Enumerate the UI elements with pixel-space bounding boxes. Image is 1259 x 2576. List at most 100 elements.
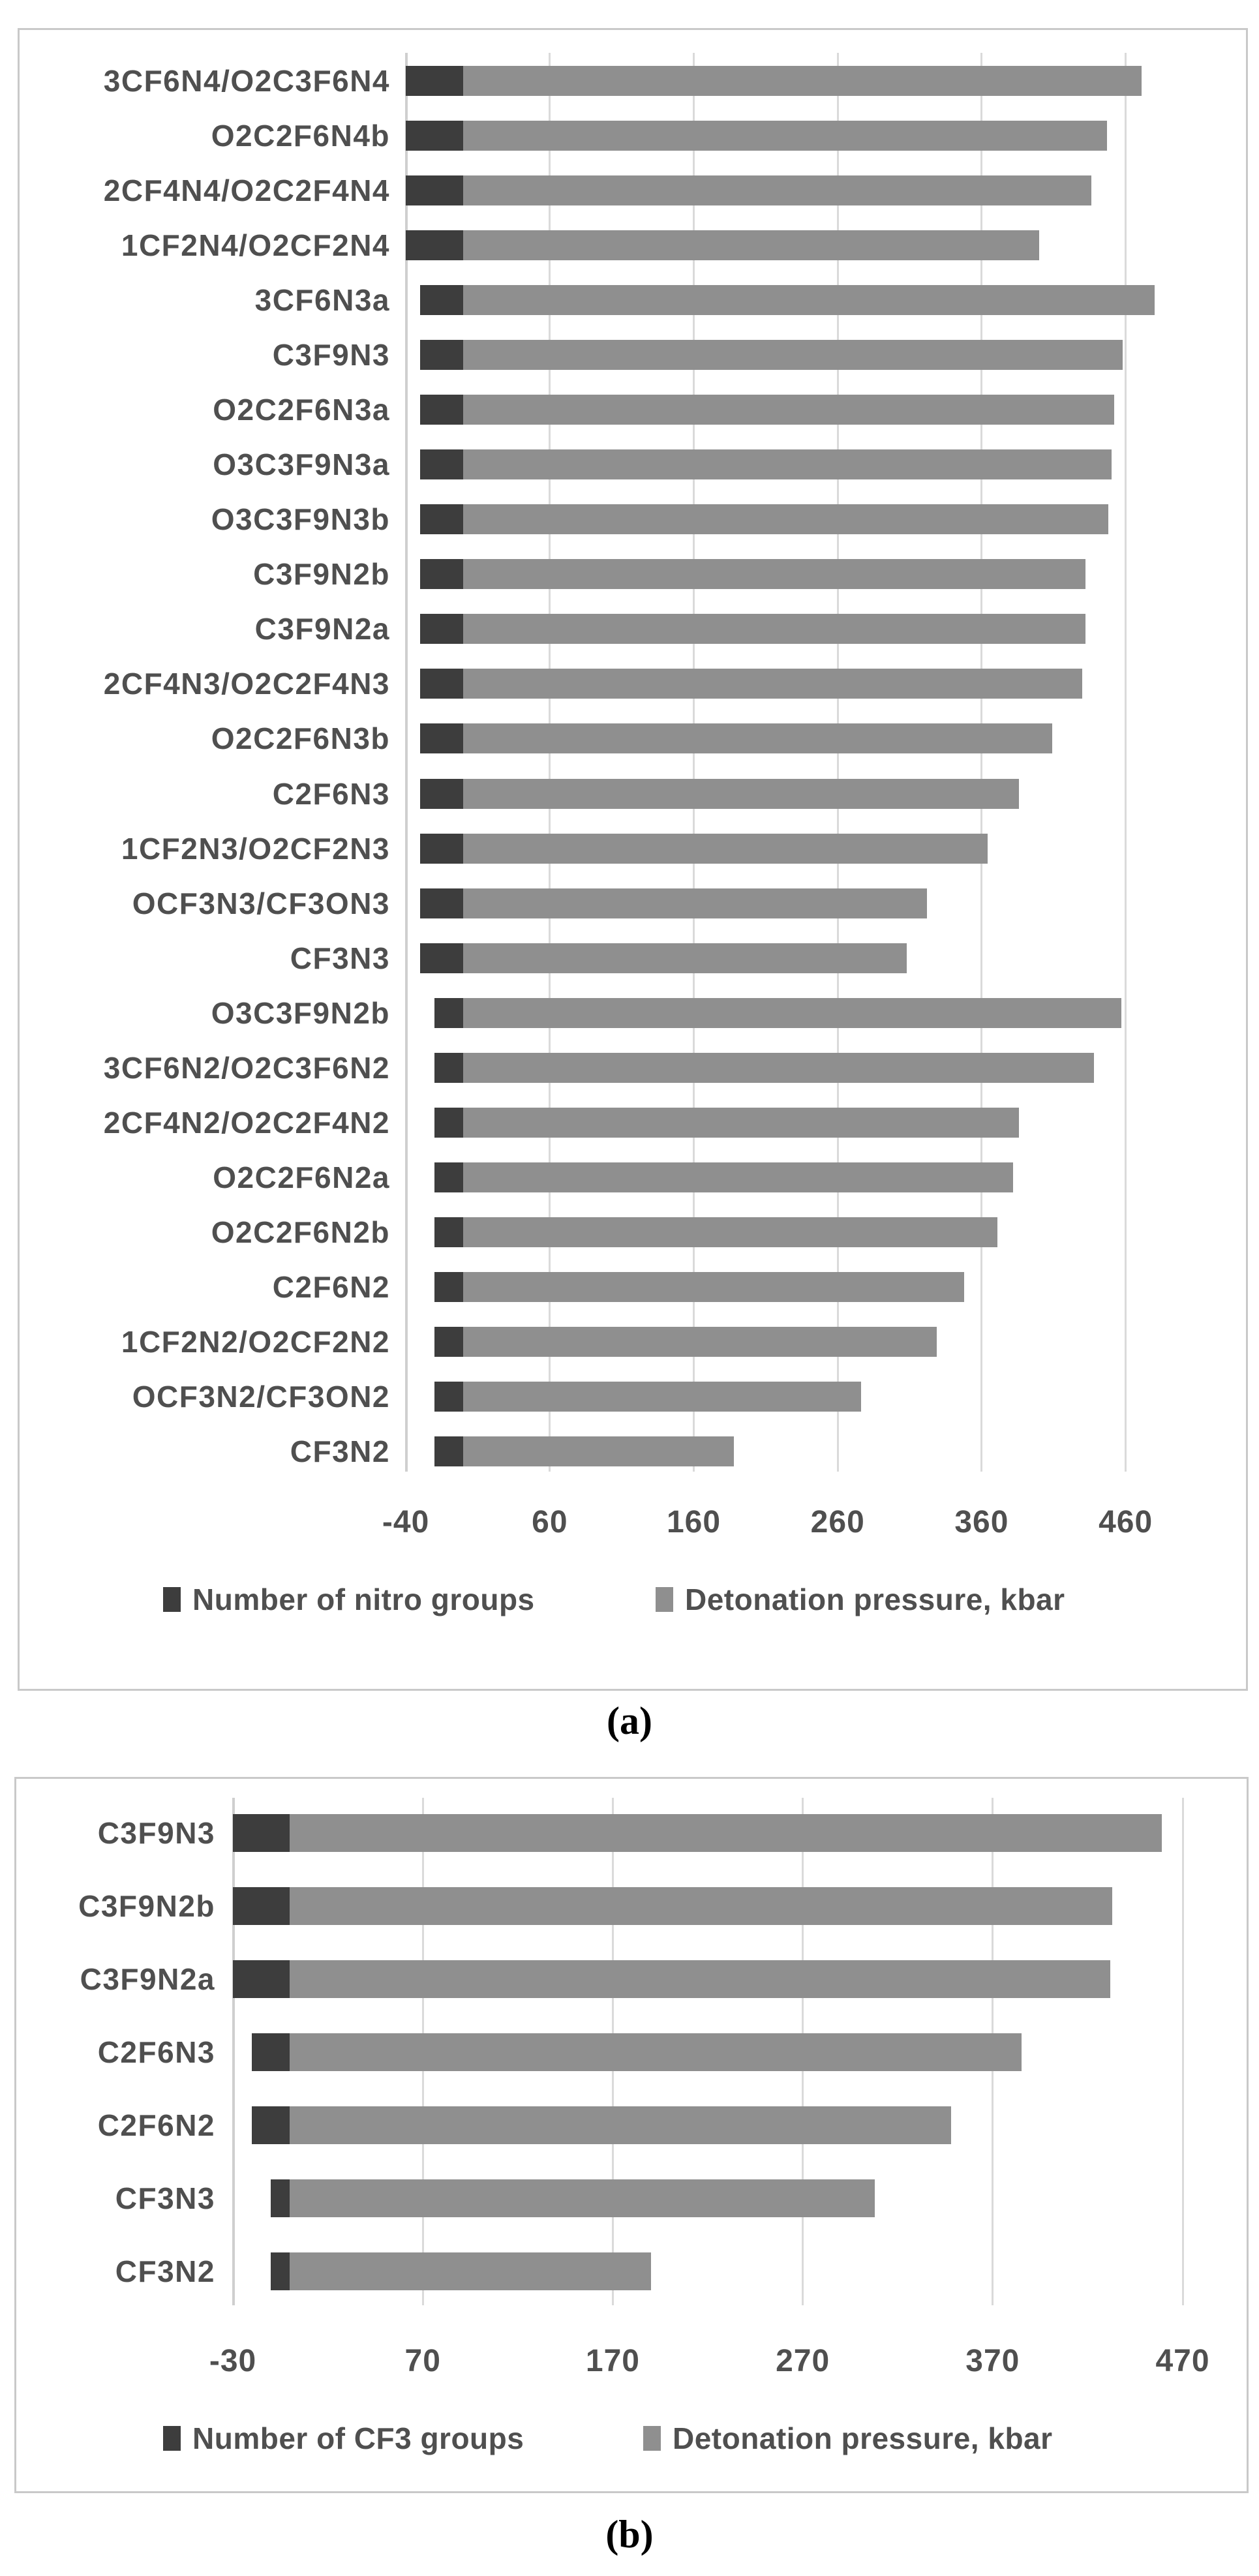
x-gridline (693, 53, 695, 1472)
bar-segment-group-count (233, 1960, 290, 1998)
x-tick-label: -30 (209, 2344, 257, 2378)
bar-segment-group-count (271, 2179, 290, 2217)
legend-label-pressure: Detonation pressure, kbar (685, 1583, 1065, 1616)
x-tick-label: 70 (404, 2344, 441, 2378)
category-label: C2F6N2 (272, 1269, 390, 1304)
category-label: C3F9N3 (272, 338, 390, 372)
x-tick-label: 160 (666, 1505, 721, 1539)
bar-segment-pressure (463, 778, 1020, 809)
bar-segment-group-count (233, 1814, 290, 1852)
category-label: O3C3F9N2b (211, 995, 390, 1030)
x-tick-label: 470 (1155, 2344, 1210, 2378)
chart-a-legend-item-pressure: Detonation pressure, kbar (656, 1583, 1065, 1616)
x-tick-label: -40 (382, 1505, 430, 1539)
category-label: 3CF6N3a (254, 283, 390, 318)
category-label: C2F6N3 (97, 2035, 215, 2069)
bar-segment-group-count (420, 778, 464, 809)
caption-b: (b) (605, 2513, 654, 2556)
bar-segment-pressure (463, 997, 1121, 1028)
bar-segment-pressure (463, 175, 1091, 206)
category-label: O3C3F9N3b (211, 502, 390, 537)
bar-segment-group-count (434, 997, 464, 1028)
bar-segment-pressure (463, 888, 928, 918)
category-label: CF3N3 (115, 2181, 215, 2215)
category-label: 1CF2N2/O2CF2N2 (121, 1324, 390, 1359)
bar-segment-group-count (420, 285, 464, 316)
x-gridline (1181, 1798, 1184, 2305)
x-tick-label: 60 (532, 1505, 568, 1539)
bar-segment-pressure (463, 669, 1083, 699)
bar-segment-pressure (463, 1271, 965, 1302)
chart-a-legend-item-groups: Number of nitro groups (163, 1583, 535, 1616)
bar-segment-pressure (290, 2033, 1022, 2071)
category-label: C3F9N2a (254, 612, 390, 646)
category-label: C2F6N3 (272, 776, 390, 811)
bar-segment-group-count (434, 1217, 464, 1247)
bar-segment-group-count (420, 395, 464, 425)
legend-label-cf3-groups: Number of CF3 groups (192, 2421, 524, 2455)
category-label: C3F9N2b (78, 1889, 215, 1923)
bar-segment-pressure (290, 1960, 1111, 1998)
category-label: C2F6N2 (97, 2108, 215, 2142)
bar-segment-pressure (463, 66, 1142, 96)
category-label: 1CF2N3/O2CF2N3 (121, 831, 390, 866)
legend-marker-pressure-b-icon (643, 2426, 661, 2451)
legend-marker-nitro-groups-icon (163, 1587, 181, 1613)
category-label: CF3N2 (115, 2254, 215, 2288)
bar-segment-group-count (406, 175, 464, 206)
bar-segment-pressure (290, 2252, 651, 2290)
bar-segment-group-count (420, 559, 464, 590)
bar-segment-group-count (406, 121, 464, 151)
bar-segment-group-count (420, 504, 464, 535)
bar-segment-pressure (290, 1814, 1162, 1852)
category-label: 3CF6N4/O2C3F6N4 (103, 64, 390, 98)
bar-segment-pressure (463, 614, 1085, 644)
bar-segment-group-count (406, 66, 464, 96)
bar-segment-pressure (463, 833, 988, 864)
bar-segment-group-count (420, 888, 464, 918)
category-label: 1CF2N4/O2CF2N4 (121, 228, 390, 263)
bar-segment-pressure (463, 559, 1085, 590)
bar-segment-group-count (271, 2252, 290, 2290)
category-label: O2C2F6N2b (211, 1215, 390, 1249)
bar-segment-group-count (420, 723, 464, 754)
bar-segment-pressure (463, 1326, 937, 1357)
bar-segment-pressure (463, 285, 1155, 316)
category-label: O3C3F9N3a (213, 447, 390, 482)
bar-segment-pressure (290, 1887, 1113, 1925)
bar-segment-pressure (463, 1107, 1020, 1138)
category-label: O2C2F6N2a (213, 1160, 390, 1194)
bar-segment-group-count (420, 614, 464, 644)
bar-segment-group-count (406, 230, 464, 261)
bar-segment-group-count (252, 2106, 290, 2144)
bar-segment-pressure (290, 2179, 875, 2217)
legend-label-nitro-groups: Number of nitro groups (192, 1583, 535, 1616)
x-gridline (1125, 53, 1127, 1472)
bar-segment-group-count (434, 1436, 464, 1466)
bar-segment-group-count (420, 340, 464, 371)
chart-b-legend-item-pressure: Detonation pressure, kbar (643, 2422, 1053, 2455)
category-label: OCF3N2/CF3ON2 (132, 1379, 390, 1414)
bar-segment-group-count (252, 2033, 290, 2071)
bar-segment-group-count (434, 1326, 464, 1357)
bar-segment-pressure (463, 943, 907, 973)
category-label: CF3N3 (290, 941, 390, 975)
category-label: CF3N2 (290, 1434, 390, 1468)
category-label: O2C2F6N3b (211, 721, 390, 756)
bar-segment-group-count (420, 449, 464, 480)
category-label: C3F9N2b (253, 557, 390, 592)
bar-segment-pressure (463, 1052, 1095, 1083)
bar-segment-pressure (463, 1381, 861, 1412)
bar-segment-group-count (434, 1271, 464, 1302)
x-tick-label: 360 (954, 1505, 1009, 1539)
bar-segment-group-count (434, 1162, 464, 1192)
caption-a: (a) (607, 1699, 652, 1742)
bar-segment-group-count (420, 943, 464, 973)
legend-marker-pressure-icon (656, 1587, 673, 1613)
x-tick-label: 260 (810, 1505, 865, 1539)
bar-segment-group-count (233, 1887, 290, 1925)
bar-segment-pressure (463, 723, 1053, 754)
chart-b-legend-item-groups: Number of CF3 groups (163, 2422, 524, 2455)
y-axis-line (232, 1798, 235, 2305)
